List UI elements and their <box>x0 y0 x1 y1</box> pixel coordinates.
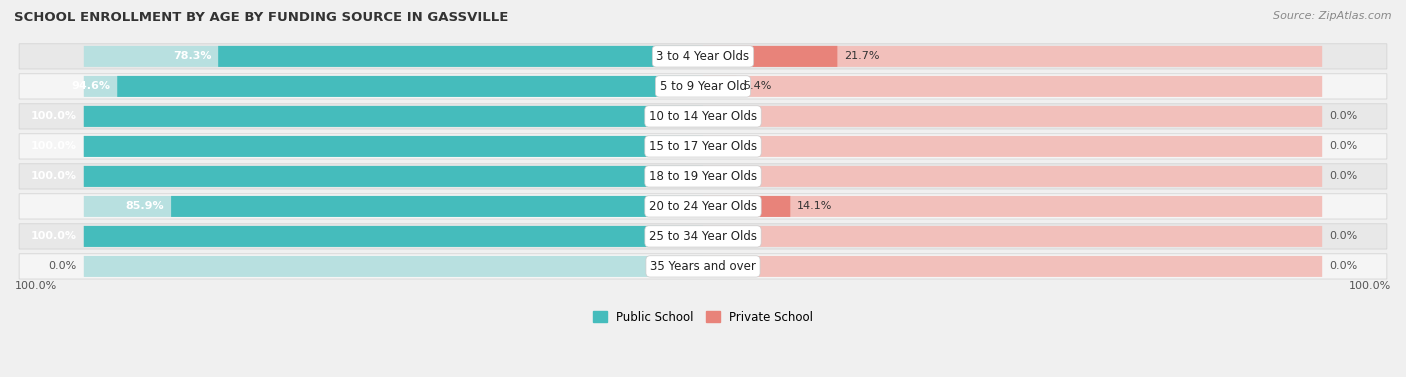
Text: 20 to 24 Year Olds: 20 to 24 Year Olds <box>650 200 756 213</box>
FancyBboxPatch shape <box>20 224 1386 249</box>
FancyBboxPatch shape <box>703 106 1322 127</box>
Text: 100.0%: 100.0% <box>1348 281 1391 291</box>
Text: 15 to 17 Year Olds: 15 to 17 Year Olds <box>650 140 756 153</box>
FancyBboxPatch shape <box>84 256 703 277</box>
Text: 35 Years and over: 35 Years and over <box>650 260 756 273</box>
FancyBboxPatch shape <box>84 136 703 157</box>
Text: 5 to 9 Year Old: 5 to 9 Year Old <box>659 80 747 93</box>
FancyBboxPatch shape <box>20 254 1386 279</box>
FancyBboxPatch shape <box>172 196 703 217</box>
Text: 0.0%: 0.0% <box>1329 261 1357 271</box>
FancyBboxPatch shape <box>84 106 703 127</box>
Text: 5.4%: 5.4% <box>744 81 772 91</box>
FancyBboxPatch shape <box>20 74 1386 99</box>
Text: 85.9%: 85.9% <box>125 201 165 211</box>
Text: 0.0%: 0.0% <box>49 261 77 271</box>
FancyBboxPatch shape <box>218 46 703 67</box>
FancyBboxPatch shape <box>84 136 703 157</box>
FancyBboxPatch shape <box>703 226 1322 247</box>
FancyBboxPatch shape <box>84 226 703 247</box>
Text: 100.0%: 100.0% <box>31 231 77 241</box>
Text: 10 to 14 Year Olds: 10 to 14 Year Olds <box>650 110 756 123</box>
FancyBboxPatch shape <box>703 76 1322 97</box>
FancyBboxPatch shape <box>703 46 838 67</box>
Text: SCHOOL ENROLLMENT BY AGE BY FUNDING SOURCE IN GASSVILLE: SCHOOL ENROLLMENT BY AGE BY FUNDING SOUR… <box>14 11 509 24</box>
FancyBboxPatch shape <box>20 194 1386 219</box>
Text: 100.0%: 100.0% <box>31 141 77 152</box>
FancyBboxPatch shape <box>703 76 737 97</box>
FancyBboxPatch shape <box>703 46 1322 67</box>
Text: Source: ZipAtlas.com: Source: ZipAtlas.com <box>1274 11 1392 21</box>
FancyBboxPatch shape <box>20 104 1386 129</box>
Text: 0.0%: 0.0% <box>1329 172 1357 181</box>
FancyBboxPatch shape <box>84 166 703 187</box>
Text: 21.7%: 21.7% <box>844 51 880 61</box>
FancyBboxPatch shape <box>84 76 703 97</box>
Text: 100.0%: 100.0% <box>15 281 58 291</box>
FancyBboxPatch shape <box>84 226 703 247</box>
Text: 100.0%: 100.0% <box>31 111 77 121</box>
FancyBboxPatch shape <box>703 136 1322 157</box>
FancyBboxPatch shape <box>84 196 703 217</box>
Text: 0.0%: 0.0% <box>1329 231 1357 241</box>
Text: 25 to 34 Year Olds: 25 to 34 Year Olds <box>650 230 756 243</box>
FancyBboxPatch shape <box>84 46 703 67</box>
Text: 0.0%: 0.0% <box>1329 111 1357 121</box>
FancyBboxPatch shape <box>703 196 790 217</box>
FancyBboxPatch shape <box>703 256 1322 277</box>
FancyBboxPatch shape <box>20 164 1386 189</box>
Text: 18 to 19 Year Olds: 18 to 19 Year Olds <box>650 170 756 183</box>
Text: 78.3%: 78.3% <box>173 51 211 61</box>
Legend: Public School, Private School: Public School, Private School <box>588 306 818 328</box>
Text: 100.0%: 100.0% <box>31 172 77 181</box>
FancyBboxPatch shape <box>84 166 703 187</box>
Text: 0.0%: 0.0% <box>1329 141 1357 152</box>
FancyBboxPatch shape <box>20 134 1386 159</box>
FancyBboxPatch shape <box>84 106 703 127</box>
FancyBboxPatch shape <box>703 166 1322 187</box>
FancyBboxPatch shape <box>703 196 1322 217</box>
Text: 14.1%: 14.1% <box>797 201 832 211</box>
FancyBboxPatch shape <box>20 44 1386 69</box>
Text: 3 to 4 Year Olds: 3 to 4 Year Olds <box>657 50 749 63</box>
FancyBboxPatch shape <box>117 76 703 97</box>
Text: 94.6%: 94.6% <box>72 81 110 91</box>
